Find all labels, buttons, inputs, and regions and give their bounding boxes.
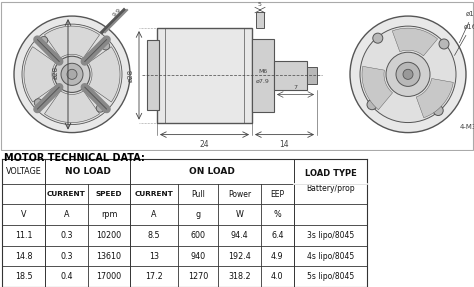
Polygon shape <box>362 66 392 110</box>
Text: 17.2: 17.2 <box>145 272 163 281</box>
Text: 4s lipo/8045: 4s lipo/8045 <box>307 251 354 261</box>
Text: A: A <box>151 210 157 219</box>
Text: g: g <box>195 210 201 219</box>
Circle shape <box>386 52 430 96</box>
Text: 8.5: 8.5 <box>148 231 160 240</box>
Text: SPEED: SPEED <box>96 191 122 197</box>
FancyBboxPatch shape <box>157 28 252 123</box>
Text: rpm: rpm <box>101 210 117 219</box>
Text: 0.3: 0.3 <box>60 251 73 261</box>
Circle shape <box>373 33 383 43</box>
Text: Battery/prop: Battery/prop <box>306 184 355 193</box>
Text: 1270: 1270 <box>188 272 208 281</box>
Polygon shape <box>24 47 55 102</box>
Circle shape <box>40 36 48 44</box>
Text: 14.8: 14.8 <box>15 251 32 261</box>
Circle shape <box>396 62 420 86</box>
Text: NO LOAD: NO LOAD <box>65 167 110 176</box>
Polygon shape <box>45 91 100 123</box>
Text: ø19: ø19 <box>459 11 474 43</box>
Text: ø28: ø28 <box>128 69 134 82</box>
Text: 318.2: 318.2 <box>228 272 251 281</box>
Text: EEP: EEP <box>270 189 284 199</box>
Text: 9.9: 9.9 <box>112 7 122 18</box>
Circle shape <box>367 100 377 110</box>
Text: 0.4: 0.4 <box>60 272 73 281</box>
FancyBboxPatch shape <box>307 67 317 84</box>
Circle shape <box>96 104 104 112</box>
Text: 5: 5 <box>258 2 262 7</box>
Circle shape <box>370 86 384 99</box>
Text: 940: 940 <box>191 251 205 261</box>
Circle shape <box>67 69 77 79</box>
Text: A: A <box>64 210 69 219</box>
Text: 600: 600 <box>191 231 205 240</box>
Text: V: V <box>21 210 27 219</box>
Circle shape <box>404 35 411 42</box>
Text: 13610: 13610 <box>97 251 121 261</box>
Text: 4.9: 4.9 <box>271 251 283 261</box>
Text: CURRENT: CURRENT <box>47 191 86 197</box>
Text: LOAD TYPE: LOAD TYPE <box>305 169 356 178</box>
Polygon shape <box>392 28 438 56</box>
Text: 18.5: 18.5 <box>15 272 33 281</box>
Text: MOTOR TECHNICAL DATA:: MOTOR TECHNICAL DATA: <box>4 153 145 163</box>
Text: CURRENT: CURRENT <box>135 191 173 197</box>
Circle shape <box>34 99 42 107</box>
Polygon shape <box>45 26 100 58</box>
Text: W: W <box>236 210 243 219</box>
Text: 6.4: 6.4 <box>271 231 283 240</box>
Text: 11.1: 11.1 <box>15 231 32 240</box>
Text: 13: 13 <box>149 251 159 261</box>
Circle shape <box>374 89 380 96</box>
Circle shape <box>433 106 443 116</box>
Text: M6: M6 <box>258 69 268 74</box>
Text: 5s lipo/8045: 5s lipo/8045 <box>307 272 354 281</box>
Text: %: % <box>273 210 281 219</box>
Text: 24: 24 <box>200 140 210 149</box>
Text: ø16: ø16 <box>455 24 474 55</box>
Text: 10200: 10200 <box>96 231 122 240</box>
Text: 94.4: 94.4 <box>230 231 248 240</box>
Circle shape <box>432 86 446 100</box>
Circle shape <box>61 63 83 86</box>
Text: 4.0: 4.0 <box>271 272 283 281</box>
Circle shape <box>403 69 413 79</box>
Circle shape <box>360 26 456 123</box>
FancyBboxPatch shape <box>1 2 473 150</box>
Circle shape <box>401 31 415 45</box>
FancyBboxPatch shape <box>252 38 274 112</box>
Polygon shape <box>88 47 120 102</box>
Text: ON LOAD: ON LOAD <box>189 167 235 176</box>
Circle shape <box>350 16 466 133</box>
Text: 4-M3: 4-M3 <box>460 124 474 129</box>
Text: ø7.9: ø7.9 <box>256 79 270 84</box>
Text: 192.4: 192.4 <box>228 251 251 261</box>
Text: 3s lipo/8045: 3s lipo/8045 <box>307 231 354 240</box>
Text: VOLTAGE: VOLTAGE <box>6 167 42 176</box>
FancyBboxPatch shape <box>147 40 159 110</box>
Circle shape <box>439 39 449 49</box>
Text: ø28: ø28 <box>53 66 59 79</box>
FancyBboxPatch shape <box>256 12 264 28</box>
Circle shape <box>54 56 90 92</box>
Text: Power: Power <box>228 189 251 199</box>
Polygon shape <box>416 79 453 118</box>
Text: 17000: 17000 <box>96 272 122 281</box>
Circle shape <box>14 16 130 133</box>
Text: 7: 7 <box>293 84 298 90</box>
Text: 14: 14 <box>280 140 289 149</box>
Circle shape <box>436 89 443 96</box>
Circle shape <box>102 42 109 50</box>
FancyBboxPatch shape <box>274 61 307 90</box>
Text: 0.3: 0.3 <box>60 231 73 240</box>
Circle shape <box>22 24 122 125</box>
Text: Pull: Pull <box>191 189 205 199</box>
